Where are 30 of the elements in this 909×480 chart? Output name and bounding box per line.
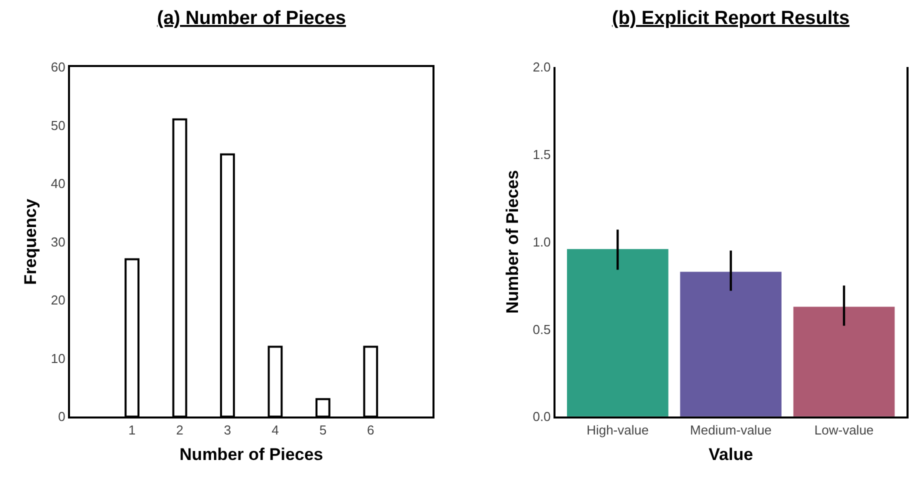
y-tick-label: 1.0 — [532, 234, 551, 250]
x-axis-title: Value — [708, 445, 754, 464]
y-axis-title: Number of Pieces — [502, 170, 522, 314]
x-tick-label: 1 — [128, 422, 136, 438]
x-tick-label: Medium-value — [690, 422, 772, 438]
bar — [566, 248, 669, 417]
chart-title: (b) Explicit Report Results — [612, 8, 850, 29]
y-tick-label: 20 — [50, 292, 66, 308]
y-axis-title: Frequency — [20, 198, 40, 285]
x-tick-label: 5 — [319, 422, 327, 438]
y-tick-label: 50 — [50, 118, 66, 133]
y-tick-label: 0 — [58, 409, 66, 424]
y-tick-label: 1.5 — [532, 146, 551, 162]
x-axis-title: Number of Pieces — [180, 445, 324, 464]
bar — [680, 271, 782, 417]
y-tick-label: 0.5 — [532, 322, 551, 337]
y-tick-label: 2.0 — [532, 60, 551, 75]
bar — [792, 306, 896, 417]
x-tick-label: 6 — [367, 422, 374, 438]
x-tick-label: High-value — [586, 422, 649, 438]
y-tick-label: 0.0 — [532, 409, 551, 424]
y-tick-label: 10 — [50, 350, 66, 366]
y-tick-label: 40 — [50, 176, 66, 192]
y-tick-label: 30 — [50, 234, 66, 250]
x-tick-label: Low-value — [814, 422, 874, 438]
x-tick-label: 2 — [176, 422, 184, 438]
x-tick-label: 3 — [224, 422, 232, 438]
y-tick-label: 60 — [50, 60, 66, 75]
chart-title: (a) Number of Pieces — [157, 8, 346, 29]
x-tick-label: 4 — [272, 422, 279, 438]
